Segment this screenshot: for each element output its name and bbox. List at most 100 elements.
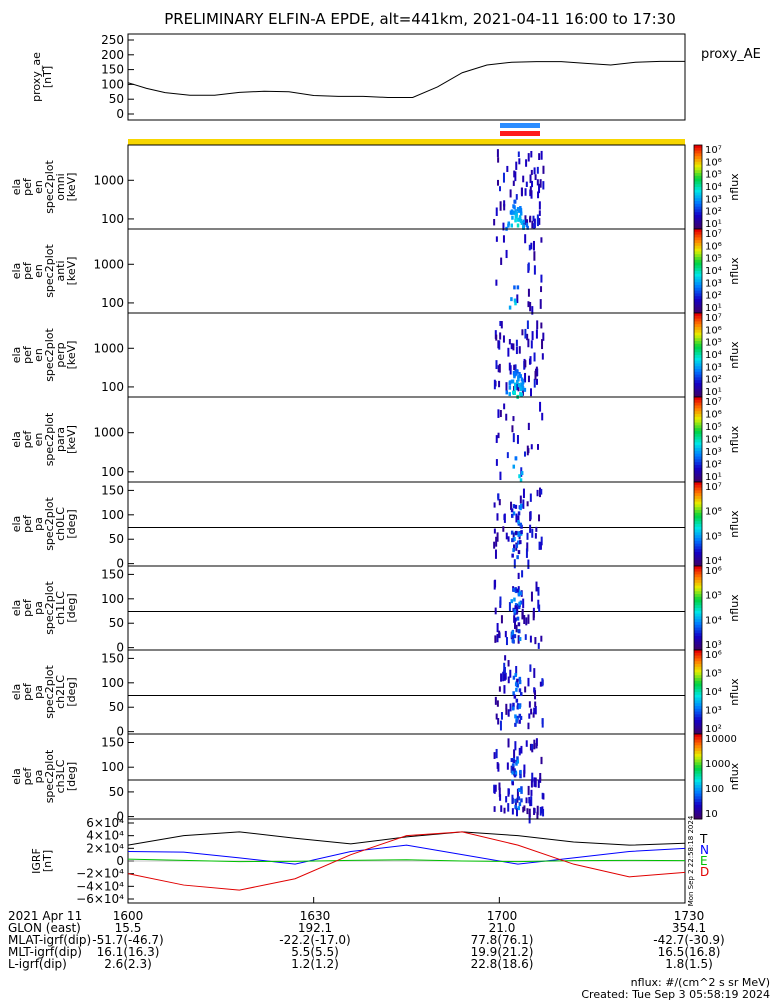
- colorbar-swatch: [694, 422, 702, 426]
- spectrogram-cell: [498, 380, 501, 388]
- spectrogram-core-cell: [513, 609, 517, 614]
- spectrogram-cell: [522, 499, 525, 509]
- y-axis-label: omni: [54, 173, 67, 200]
- colorbar-swatch: [694, 543, 702, 547]
- spectrogram-cell: [524, 215, 527, 225]
- series-label-proxy-ae: proxy_AE: [701, 47, 761, 62]
- legend-entry-E: E: [700, 854, 708, 868]
- spectrogram-cell: [505, 796, 508, 803]
- spectrogram-cell: [539, 806, 542, 816]
- spectrogram-cell: [535, 366, 538, 377]
- colorbar-label: nflux: [728, 678, 741, 706]
- colorbar-swatch: [694, 397, 702, 401]
- spectrogram-core-cell: [511, 635, 515, 640]
- colorbar-swatch: [694, 161, 702, 166]
- spectrogram-cell: [513, 170, 516, 178]
- footer-cell: 16.5(16.8): [658, 945, 721, 959]
- colorbar-swatch: [694, 453, 702, 457]
- spectrogram-core-cell: [519, 774, 522, 779]
- spectrogram-cell: [533, 167, 536, 175]
- spectrogram-cell: [502, 172, 505, 183]
- spectrogram-cell: [535, 738, 538, 746]
- colorbar-swatch: [694, 591, 702, 595]
- spectrogram-core-cell: [518, 637, 522, 642]
- colorbar-swatch: [694, 725, 702, 729]
- spectrogram-core-cell: [508, 392, 511, 397]
- spectrogram-cell: [533, 668, 536, 678]
- colorbar-tick-label: 10⁵: [705, 338, 722, 349]
- y-tick-label: 0: [116, 810, 124, 824]
- colorbar-swatch: [694, 512, 702, 517]
- colorbar-swatch: [694, 279, 702, 283]
- spectrogram-core-cell: [518, 371, 521, 376]
- colorbar-swatch: [694, 276, 702, 280]
- spectrogram-core-cell: [512, 675, 516, 680]
- spectrogram-cell: [513, 615, 516, 623]
- colorbar-swatch: [694, 633, 702, 637]
- footer-cell: 354.1: [672, 921, 706, 935]
- spectrogram-core-cell: [517, 592, 521, 597]
- spectrogram-cell: [511, 808, 514, 815]
- colorbar-swatch: [694, 355, 702, 359]
- spectrogram-cell: [533, 251, 536, 261]
- colorbar-swatch: [694, 287, 702, 292]
- segment-bar-blue: [500, 123, 540, 128]
- spectrogram-cell: [542, 165, 545, 174]
- spectrogram-core-cell: [514, 209, 517, 214]
- colorbar-swatch: [694, 229, 702, 233]
- spectrogram-core-cell: [519, 384, 522, 389]
- spectrogram-core-cell: [520, 524, 523, 529]
- colorbar-swatch: [694, 689, 702, 693]
- spectrogram-cell: [530, 242, 533, 250]
- spectrogram-core-cell: [519, 506, 522, 511]
- colorbar-swatch: [694, 711, 702, 715]
- y-tick-label: 50: [109, 700, 124, 714]
- spectrogram-cell: [518, 346, 521, 354]
- spectrogram-core-cell: [519, 208, 523, 213]
- colorbar-swatch: [694, 669, 702, 673]
- y-tick-label: 100: [101, 380, 124, 394]
- spectrogram-cell: [518, 747, 521, 756]
- panel-frame: [127, 228, 686, 314]
- colorbar-swatch: [694, 697, 702, 701]
- colorbar-swatch: [694, 195, 702, 199]
- spectrogram-cell: [499, 596, 502, 605]
- spectrogram-cell: [507, 803, 510, 812]
- y-axis-label: pef: [21, 177, 34, 196]
- spectrogram-cell: [529, 511, 532, 520]
- colorbar-swatch: [694, 209, 702, 213]
- spectrogram-cell: [531, 743, 534, 750]
- footer-cell: 1.2(1.2): [291, 957, 339, 971]
- spectrogram-cell: [528, 808, 531, 818]
- colorbar-swatch: [694, 145, 702, 149]
- spectrogram-cell: [533, 265, 536, 275]
- colorbar-swatch: [694, 187, 702, 191]
- series-line-E: [127, 858, 686, 863]
- colorbar-swatch: [694, 521, 702, 525]
- spectrogram-cell: [507, 660, 510, 667]
- colorbar-swatch: [694, 647, 702, 651]
- colorbar-label: nflux: [728, 257, 741, 285]
- colorbar-swatch: [694, 627, 702, 631]
- spectrogram-cell: [526, 320, 529, 329]
- y-axis-label: ela: [10, 516, 23, 533]
- colorbar-swatch: [694, 664, 702, 668]
- spectrogram-core-cell: [514, 714, 517, 719]
- spectrogram-cell: [516, 603, 519, 614]
- y-tick-label: 150: [101, 63, 124, 77]
- colorbar-swatch: [694, 728, 702, 732]
- colorbar-swatch: [694, 237, 702, 241]
- colorbar-swatch: [694, 338, 702, 342]
- spectrogram-core-cell: [520, 392, 523, 397]
- colorbar-swatch: [694, 538, 702, 542]
- y-tick-label: 100: [101, 760, 124, 774]
- colorbar-tick-label: 10⁶: [705, 157, 722, 168]
- panels-group: proxy_ae[nT]250200150100500proxy_AEelape…: [10, 33, 761, 906]
- spectrogram-core-cell: [510, 758, 514, 763]
- spectrogram-cell: [528, 713, 531, 719]
- y-axis-label: [deg]: [65, 677, 78, 706]
- spectrogram-core-cell: [517, 208, 520, 213]
- spectrogram-cell: [526, 333, 529, 341]
- colorbar-swatch: [694, 599, 702, 603]
